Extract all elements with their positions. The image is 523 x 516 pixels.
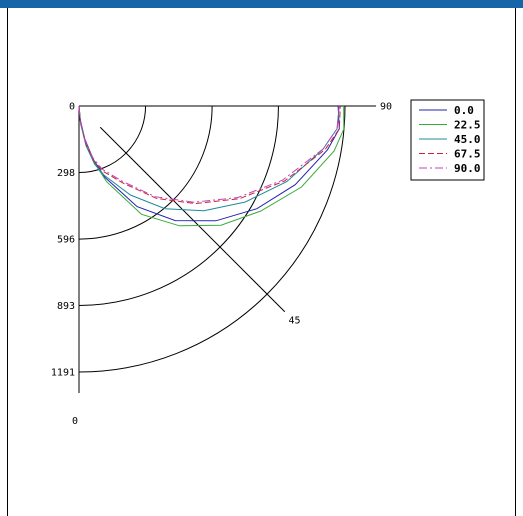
axis-diagonal xyxy=(99,126,286,313)
series-line-2 xyxy=(78,105,340,212)
angle-label-end: 90 xyxy=(380,102,392,113)
angle-label-start: 0 xyxy=(72,416,78,427)
legend-box xyxy=(410,99,485,181)
radial-tick-label-3: 893 xyxy=(57,301,75,312)
legend-label-3: 67.5 xyxy=(454,148,481,161)
axis-labels: 0 298 596 893 1191 90 0 45 xyxy=(51,102,392,428)
chart-frame xyxy=(7,8,516,516)
legend-label-4: 90.0 xyxy=(454,162,481,175)
legend-label-2: 45.0 xyxy=(454,133,481,146)
series-line-4 xyxy=(78,105,340,203)
legend-label-0: 0.0 xyxy=(454,104,474,117)
series-line-3 xyxy=(78,105,341,205)
radial-tick-label-2: 596 xyxy=(57,235,75,246)
radial-tick-label-1: 298 xyxy=(57,168,75,179)
legend-label-1: 22.5 xyxy=(454,119,481,132)
radial-tick-label-4: 1191 xyxy=(51,368,75,379)
angle-label-diagonal: 45 xyxy=(289,316,301,327)
radial-tick-label-0: 0 xyxy=(69,102,75,113)
polar-grid xyxy=(78,105,376,393)
series-group xyxy=(78,105,345,227)
legend: 0.0 22.545.0 67.590.0 xyxy=(410,99,485,181)
title-bar xyxy=(0,0,523,8)
series-line-0 xyxy=(78,105,340,222)
